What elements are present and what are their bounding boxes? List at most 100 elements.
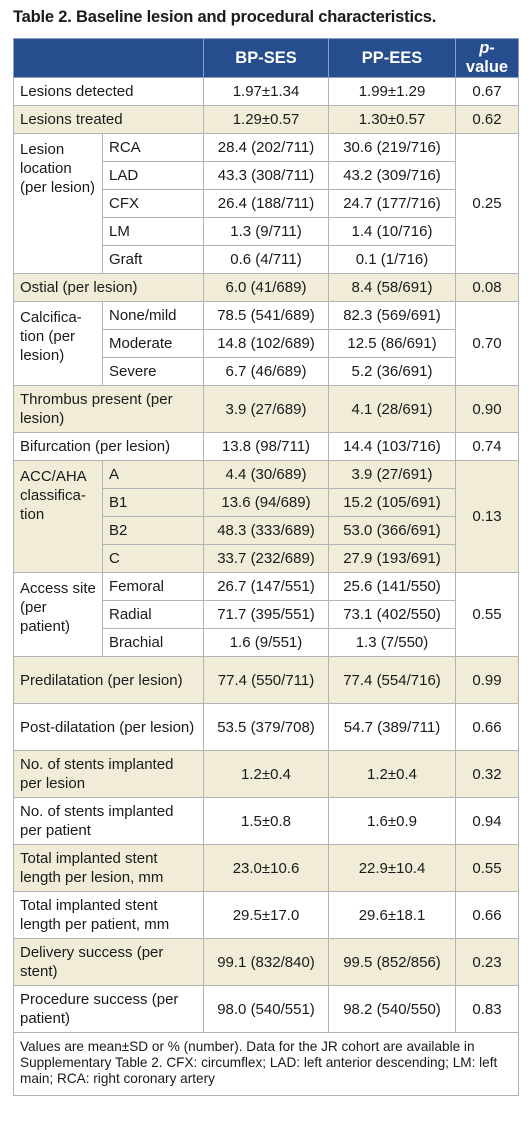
- table-row: Lesion location (per lesion) RCA 28.4 (2…: [13, 133, 519, 274]
- table-row: Predilatation (per lesion) 77.4 (550/711…: [13, 656, 519, 704]
- table-row: Lesions treated 1.29±0.57 1.30±0.57 0.62: [13, 105, 519, 134]
- p-value: 0.66: [455, 703, 519, 751]
- bp-ses-value: 33.7 (232/689): [203, 544, 329, 573]
- bp-ses-value: 78.5 (541/689): [203, 301, 329, 330]
- sub-label: A: [102, 460, 204, 489]
- p-value: 0.23: [455, 938, 519, 986]
- sub-label: B2: [102, 516, 204, 545]
- sub-label: Severe: [102, 357, 204, 386]
- group-label: Calcifica-tion (per lesion): [13, 301, 103, 386]
- p-value: 0.32: [455, 750, 519, 798]
- pp-ees-value: 98.2 (540/550): [328, 985, 456, 1033]
- p-value: 0.13: [455, 460, 519, 573]
- sub-label: Graft: [102, 245, 204, 274]
- bp-ses-value: 14.8 (102/689): [203, 329, 329, 358]
- table-row: Post-dilatation (per lesion) 53.5 (379/7…: [13, 703, 519, 751]
- pp-ees-value: 24.7 (177/716): [328, 189, 456, 218]
- pp-ees-value: 12.5 (86/691): [328, 329, 456, 358]
- pp-ees-value: 0.1 (1/716): [328, 245, 456, 274]
- bp-ses-value: 3.9 (27/689): [203, 385, 329, 433]
- sub-label: Radial: [102, 600, 204, 629]
- sub-label: None/mild: [102, 301, 204, 330]
- group-label: ACC/AHA classifica-tion: [13, 460, 103, 573]
- bp-ses-value: 29.5±17.0: [203, 891, 329, 939]
- sub-label: Moderate: [102, 329, 204, 358]
- pp-ees-value: 4.1 (28/691): [328, 385, 456, 433]
- row-label: Lesions detected: [13, 77, 204, 106]
- sub-label: CFX: [102, 189, 204, 218]
- pp-ees-value: 43.2 (309/716): [328, 161, 456, 190]
- p-value: 0.83: [455, 985, 519, 1033]
- pp-ees-value: 3.9 (27/691): [328, 460, 456, 489]
- table-row: LAD 43.3 (308/711) 43.2 (309/716): [14, 161, 519, 190]
- table-row: B1 13.6 (94/689) 15.2 (105/691): [14, 488, 519, 517]
- table-title: Table 2. Baseline lesion and procedural …: [13, 8, 437, 26]
- sub-label: C: [102, 544, 204, 573]
- row-label: Lesions treated: [13, 105, 204, 134]
- table-row: Brachial 1.6 (9/551) 1.3 (7/550): [14, 628, 519, 657]
- table-row: Ostial (per lesion) 6.0 (41/689) 8.4 (58…: [13, 273, 519, 302]
- sub-label: Femoral: [102, 572, 204, 601]
- bp-ses-value: 26.4 (188/711): [203, 189, 329, 218]
- header-bp-ses: BP-SES: [203, 38, 329, 78]
- p-value: 0.55: [455, 844, 519, 892]
- header-pp-ees: PP-EES: [328, 38, 456, 78]
- pp-ees-value: 1.3 (7/550): [328, 628, 456, 657]
- row-label: Total implanted stent length per patient…: [13, 891, 204, 939]
- bp-ses-value: 1.29±0.57: [203, 105, 329, 134]
- row-label: Total implanted stent length per lesion,…: [13, 844, 204, 892]
- pp-ees-value: 29.6±18.1: [328, 891, 456, 939]
- bp-ses-value: 13.6 (94/689): [203, 488, 329, 517]
- sub-label: LM: [102, 217, 204, 246]
- table-row: Total implanted stent length per lesion,…: [13, 844, 519, 892]
- p-value: 0.67: [455, 77, 519, 106]
- bp-ses-value: 1.6 (9/551): [203, 628, 329, 657]
- p-value: 0.70: [455, 301, 519, 386]
- pp-ees-value: 1.2±0.4: [328, 750, 456, 798]
- table-row: Access site (per patient) Femoral 26.7 (…: [13, 572, 519, 657]
- pp-ees-value: 82.3 (569/691): [328, 301, 456, 330]
- row-label: Ostial (per lesion): [13, 273, 204, 302]
- row-label: Thrombus present (per lesion): [13, 385, 204, 433]
- bp-ses-value: 6.7 (46/689): [203, 357, 329, 386]
- pp-ees-value: 1.4 (10/716): [328, 217, 456, 246]
- table-footnote: Values are mean±SD or % (number). Data f…: [13, 1032, 519, 1096]
- group-label: Access site (per patient): [13, 572, 103, 657]
- row-label: Predilatation (per lesion): [13, 656, 204, 704]
- pp-ees-value: 1.6±0.9: [328, 797, 456, 845]
- pp-ees-value: 1.30±0.57: [328, 105, 456, 134]
- table-row: Calcifica-tion (per lesion) None/mild 78…: [13, 301, 519, 386]
- bp-ses-value: 53.5 (379/708): [203, 703, 329, 751]
- row-label: Post-dilatation (per lesion): [13, 703, 204, 751]
- p-value: 0.55: [455, 572, 519, 657]
- p-value: 0.94: [455, 797, 519, 845]
- table-row: C 33.7 (232/689) 27.9 (193/691): [14, 544, 519, 573]
- pp-ees-value: 30.6 (219/716): [328, 133, 456, 162]
- pp-ees-value: 22.9±10.4: [328, 844, 456, 892]
- bp-ses-value: 4.4 (30/689): [203, 460, 329, 489]
- header-row: BP-SES PP-EES p-value: [13, 38, 519, 78]
- pp-ees-value: 1.99±1.29: [328, 77, 456, 106]
- table-row: CFX 26.4 (188/711) 24.7 (177/716): [14, 189, 519, 218]
- table-row: Bifurcation (per lesion) 13.8 (98/711) 1…: [13, 432, 519, 461]
- baseline-characteristics-table: BP-SES PP-EES p-value Lesions detected 1…: [13, 38, 519, 1096]
- table-row: Thrombus present (per lesion) 3.9 (27/68…: [13, 385, 519, 433]
- table-row: Total implanted stent length per patient…: [13, 891, 519, 939]
- bp-ses-value: 1.97±1.34: [203, 77, 329, 106]
- bp-ses-value: 98.0 (540/551): [203, 985, 329, 1033]
- group-label: Lesion location (per lesion): [13, 133, 103, 274]
- header-empty-cell: [13, 38, 204, 78]
- row-label: Bifurcation (per lesion): [13, 432, 204, 461]
- table-row: Radial 71.7 (395/551) 73.1 (402/550): [14, 600, 519, 629]
- pp-ees-value: 8.4 (58/691): [328, 273, 456, 302]
- p-value: 0.66: [455, 891, 519, 939]
- pp-ees-value: 27.9 (193/691): [328, 544, 456, 573]
- p-value: 0.08: [455, 273, 519, 302]
- p-value: 0.74: [455, 432, 519, 461]
- table-row: No. of stents implanted per lesion 1.2±0…: [13, 750, 519, 798]
- sub-label: Brachial: [102, 628, 204, 657]
- pp-ees-value: 14.4 (103/716): [328, 432, 456, 461]
- table-row: No. of stents implanted per patient 1.5±…: [13, 797, 519, 845]
- bp-ses-value: 43.3 (308/711): [203, 161, 329, 190]
- bp-ses-value: 13.8 (98/711): [203, 432, 329, 461]
